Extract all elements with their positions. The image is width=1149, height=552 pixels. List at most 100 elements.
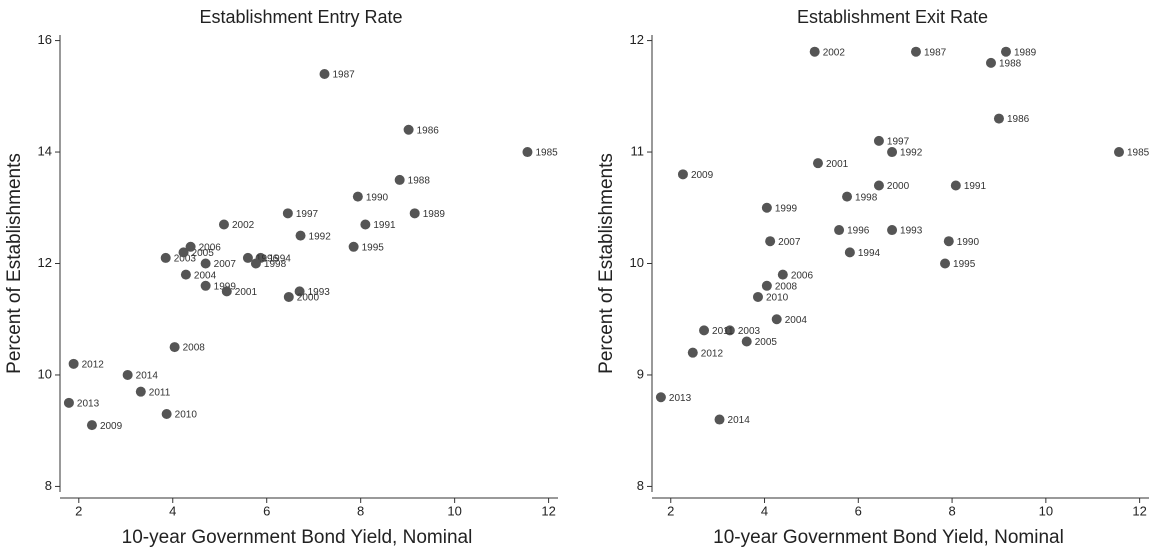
point — [295, 230, 306, 241]
x-tick-label: 10 — [447, 503, 461, 518]
point — [943, 236, 954, 247]
chart-title: Establishment Exit Rate — [797, 7, 988, 27]
point-label: 2002 — [232, 220, 255, 231]
point-label: 2001 — [826, 159, 849, 170]
x-tick-label: 12 — [541, 503, 555, 518]
point-label: 2010 — [175, 410, 198, 421]
point-label: 1999 — [775, 203, 798, 214]
point — [200, 280, 211, 291]
point-label: 2006 — [791, 270, 814, 281]
point — [887, 147, 898, 158]
point-label: 1995 — [953, 259, 976, 270]
point-label: 2006 — [199, 242, 222, 253]
y-tick-label: 12 — [630, 32, 644, 47]
point-label: 2000 — [887, 181, 910, 192]
point-label: 2004 — [194, 270, 217, 281]
point-label: 1989 — [1014, 47, 1037, 58]
point — [985, 57, 996, 68]
point-label: 1992 — [309, 231, 332, 242]
point — [185, 241, 196, 252]
point — [677, 169, 688, 180]
point — [250, 258, 261, 269]
point-label: 1996 — [256, 254, 279, 265]
point — [741, 336, 752, 347]
point — [765, 236, 776, 247]
point-label: 1993 — [308, 287, 331, 298]
point — [834, 225, 845, 236]
point-label: 2003 — [738, 326, 761, 337]
point-label: 1991 — [964, 181, 987, 192]
point-label: 2001 — [235, 287, 258, 298]
point-label: 1993 — [900, 226, 923, 237]
point-label: 1992 — [900, 148, 923, 159]
x-axis-title: 10-year Government Bond Yield, Nominal — [122, 527, 473, 548]
point — [777, 269, 788, 280]
point-label: 2007 — [214, 259, 237, 270]
y-tick-label: 10 — [38, 366, 52, 381]
point-label: 2010 — [766, 293, 789, 304]
point-label: 2007 — [778, 237, 801, 248]
point-label: 1998 — [264, 259, 287, 270]
point-label: 1988 — [999, 59, 1022, 70]
point — [403, 124, 414, 135]
point — [809, 46, 820, 57]
point-label: 2012 — [701, 348, 724, 359]
point — [873, 135, 884, 146]
point — [348, 241, 359, 252]
point-label: 1995 — [362, 242, 385, 253]
point — [409, 208, 420, 219]
point — [169, 342, 180, 353]
point-label: 1994 — [269, 254, 292, 265]
point — [655, 392, 666, 403]
point — [812, 158, 823, 169]
point-label: 2014 — [728, 415, 751, 426]
point-label: 2004 — [785, 315, 808, 326]
point — [873, 180, 884, 191]
point — [752, 291, 763, 302]
y-tick-label: 9 — [637, 366, 644, 381]
x-axis-title: 10-year Government Bond Yield, Nominal — [713, 527, 1064, 548]
x-tick-label: 6 — [855, 503, 862, 518]
x-tick-label: 4 — [169, 503, 176, 518]
point — [522, 147, 533, 158]
x-tick-label: 8 — [948, 503, 955, 518]
y-tick-label: 14 — [38, 143, 52, 158]
point-label: 2011 — [149, 387, 171, 398]
point-label: 1988 — [408, 176, 431, 187]
point-label: 2000 — [297, 293, 320, 304]
point — [714, 414, 725, 425]
y-axis-title: Percent of Establishments — [596, 153, 617, 374]
point — [63, 397, 74, 408]
chart-title: Establishment Entry Rate — [199, 7, 402, 27]
point — [200, 258, 211, 269]
point — [993, 113, 1004, 124]
point-label: 1994 — [858, 248, 881, 259]
point — [1113, 147, 1124, 158]
point-label: 2014 — [136, 371, 159, 382]
point — [352, 191, 363, 202]
point — [950, 180, 961, 191]
point-label: 2012 — [82, 359, 105, 370]
point — [910, 46, 921, 57]
point-label: 1998 — [855, 192, 878, 203]
point-label: 2013 — [669, 393, 692, 404]
point-label: 2011 — [712, 326, 734, 337]
point — [724, 325, 735, 336]
point — [218, 219, 229, 230]
x-tick-label: 4 — [761, 503, 768, 518]
point-label: 1990 — [366, 192, 389, 203]
point — [1000, 46, 1011, 57]
point — [160, 252, 171, 263]
x-tick-label: 6 — [263, 503, 270, 518]
point-label: 2008 — [183, 343, 206, 354]
point — [761, 280, 772, 291]
point-label: 1987 — [924, 47, 947, 58]
point — [161, 408, 172, 419]
point — [319, 69, 330, 80]
point — [178, 247, 189, 258]
point — [394, 174, 405, 185]
point-label: 2005 — [192, 248, 215, 259]
y-axis-title: Percent of Establishments — [4, 153, 25, 374]
point-label: 1997 — [296, 209, 319, 220]
